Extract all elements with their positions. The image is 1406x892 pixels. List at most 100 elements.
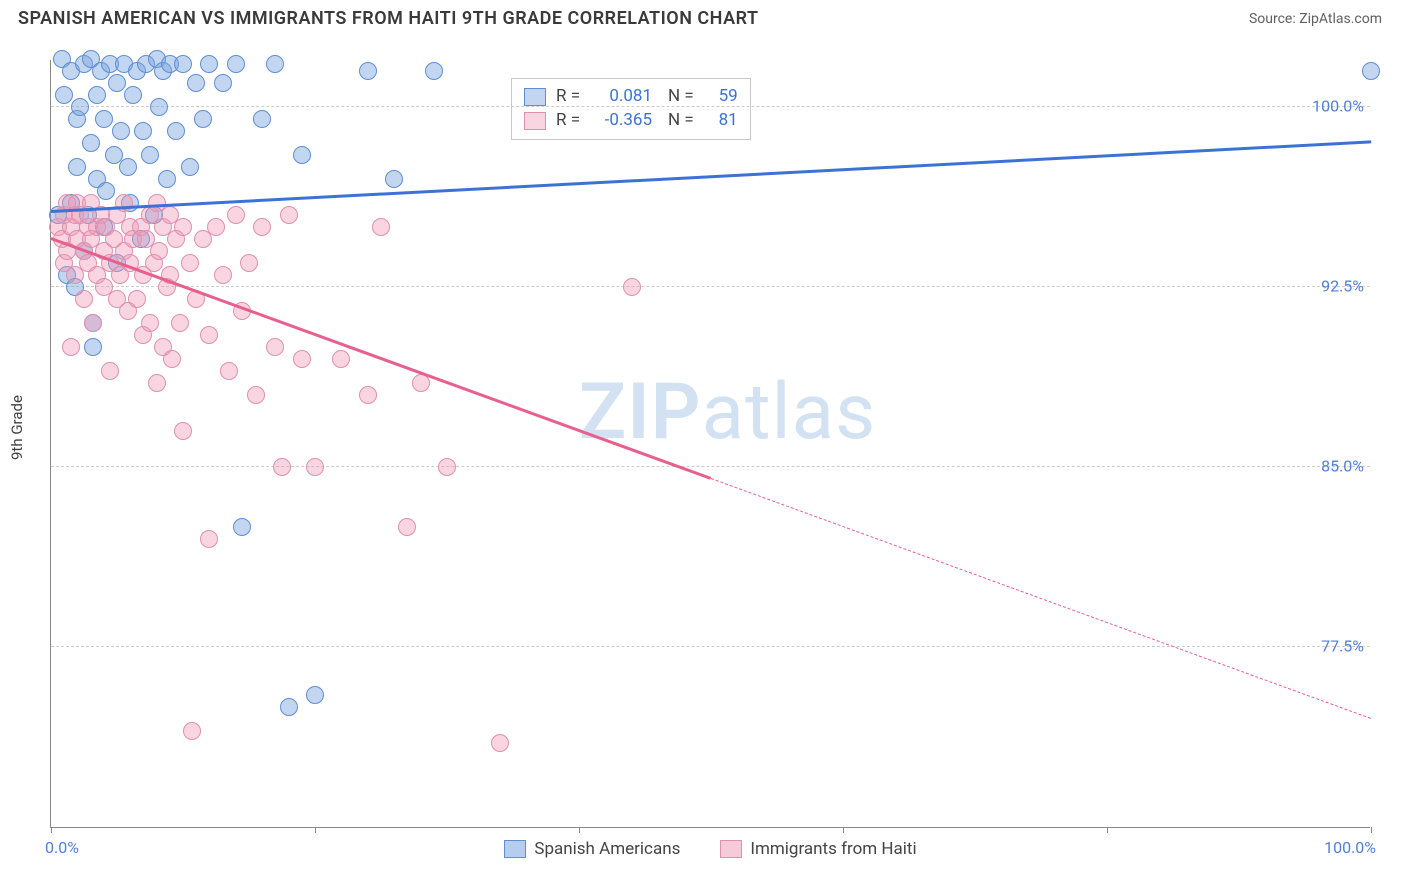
data-point xyxy=(141,146,159,164)
x-axis-right-label: 100.0% xyxy=(1324,838,1376,857)
data-point xyxy=(181,158,199,176)
x-tick xyxy=(1107,827,1108,833)
data-point xyxy=(84,338,102,356)
data-point xyxy=(71,98,89,116)
data-point xyxy=(124,86,142,104)
data-point xyxy=(187,74,205,92)
data-point xyxy=(359,62,377,80)
source-label: Source: ZipAtlas.com xyxy=(1249,11,1382,27)
data-point xyxy=(62,338,80,356)
watermark-atlas: atlas xyxy=(702,367,877,458)
y-axis-label: 9th Grade xyxy=(8,395,26,460)
data-point xyxy=(220,362,238,380)
x-tick xyxy=(51,827,52,833)
data-point xyxy=(75,290,93,308)
data-point xyxy=(174,218,192,236)
data-point xyxy=(194,110,212,128)
trend-line xyxy=(51,237,712,479)
legend-label: Spanish Americans xyxy=(534,839,680,859)
data-point xyxy=(174,55,192,73)
data-point xyxy=(425,62,443,80)
data-point xyxy=(112,122,130,140)
data-point xyxy=(233,518,251,536)
stat-n-label: N = xyxy=(668,109,694,133)
x-tick xyxy=(579,827,580,833)
data-point xyxy=(273,458,291,476)
x-tick xyxy=(843,827,844,833)
data-point xyxy=(101,362,119,380)
data-point xyxy=(167,122,185,140)
data-point xyxy=(200,326,218,344)
y-tick-label: 100.0% xyxy=(1312,97,1374,116)
data-point xyxy=(214,266,232,284)
grid-line xyxy=(51,466,1370,467)
watermark-zip: ZIP xyxy=(579,367,702,458)
data-point xyxy=(438,458,456,476)
y-tick-label: 85.0% xyxy=(1321,457,1374,476)
data-point xyxy=(82,134,100,152)
legend: Spanish Americans Immigrants from Haiti xyxy=(51,839,1370,859)
x-tick xyxy=(1371,827,1372,833)
data-point xyxy=(97,182,115,200)
data-point xyxy=(266,338,284,356)
data-point xyxy=(306,458,324,476)
data-point xyxy=(623,278,641,296)
data-point xyxy=(359,386,377,404)
data-point xyxy=(150,242,168,260)
trend-line xyxy=(51,141,1371,213)
data-point xyxy=(1362,62,1380,80)
data-point xyxy=(398,518,416,536)
x-tick xyxy=(315,827,316,833)
data-point xyxy=(108,74,126,92)
stats-box: R =0.081N =59R =-0.365N =81 xyxy=(511,78,751,140)
x-axis-left-label: 0.0% xyxy=(45,838,79,857)
data-point xyxy=(150,98,168,116)
data-point xyxy=(491,734,509,752)
trend-line xyxy=(711,478,1371,719)
data-point xyxy=(141,314,159,332)
data-point xyxy=(95,110,113,128)
header: SPANISH AMERICAN VS IMMIGRANTS FROM HAIT… xyxy=(0,0,1406,33)
data-point xyxy=(306,686,324,704)
plot-area: ZIPatlas R =0.081N =59R =-0.365N =81 Spa… xyxy=(50,60,1370,828)
data-point xyxy=(115,194,133,212)
legend-item: Immigrants from Haiti xyxy=(720,839,916,859)
y-tick-label: 77.5% xyxy=(1321,637,1374,656)
data-point xyxy=(385,170,403,188)
data-point xyxy=(266,55,284,73)
legend-label: Immigrants from Haiti xyxy=(750,839,916,859)
legend-swatch xyxy=(504,840,526,858)
data-point xyxy=(163,350,181,368)
data-point xyxy=(207,218,225,236)
data-point xyxy=(227,55,245,73)
data-point xyxy=(171,314,189,332)
stat-n-value: 81 xyxy=(704,109,738,133)
y-tick-label: 92.5% xyxy=(1321,277,1374,296)
data-point xyxy=(293,146,311,164)
data-point xyxy=(174,422,192,440)
data-point xyxy=(68,158,86,176)
data-point xyxy=(55,86,73,104)
grid-line xyxy=(51,106,1370,107)
data-point xyxy=(372,218,390,236)
data-point xyxy=(128,290,146,308)
legend-item: Spanish Americans xyxy=(504,839,680,859)
data-point xyxy=(134,122,152,140)
data-point xyxy=(280,206,298,224)
data-point xyxy=(158,170,176,188)
data-point xyxy=(253,110,271,128)
data-point xyxy=(200,530,218,548)
data-point xyxy=(88,86,106,104)
stat-row: R =-0.365N =81 xyxy=(524,109,738,133)
grid-line xyxy=(51,286,1370,287)
data-point xyxy=(227,206,245,224)
data-point xyxy=(181,254,199,272)
data-point xyxy=(247,386,265,404)
data-point xyxy=(148,374,166,392)
data-point xyxy=(412,374,430,392)
stat-r-label: R = xyxy=(556,109,580,133)
data-point xyxy=(119,158,137,176)
data-point xyxy=(240,254,258,272)
data-point xyxy=(84,314,102,332)
data-point xyxy=(200,55,218,73)
